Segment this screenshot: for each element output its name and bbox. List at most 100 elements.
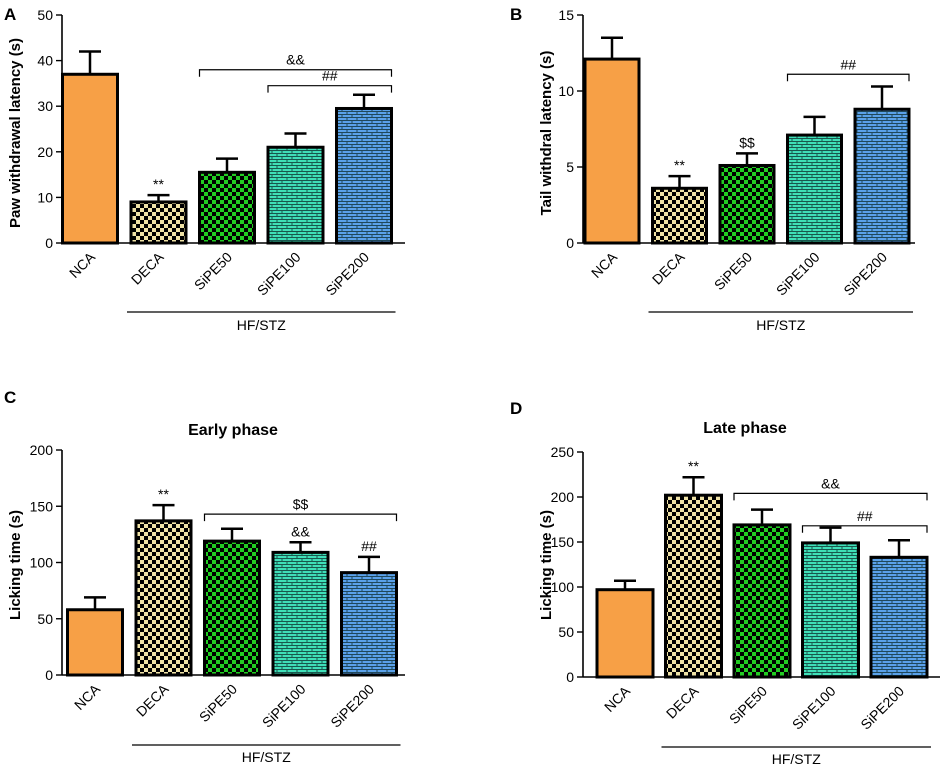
chart-b-y-tick-label: 10 [558, 83, 574, 99]
panel-d-letter: D [510, 399, 522, 418]
chart-b-y-tick-label: 5 [566, 159, 574, 175]
panel-b: B Tail withdral latency (s) 0 5 10 15 NCA ** D… [510, 5, 915, 333]
chart-c-bar-significance: ** [158, 486, 169, 502]
panel-a: A Paw withdrawal latency (s) 0 10 20 30 40 50… [4, 5, 405, 333]
panel-d: D Late phase Licking time (s) 0 50 100 150 2… [510, 399, 940, 767]
chart-d-bar-outline [801, 541, 860, 679]
chart-c-category-label: SiPE50 [196, 681, 240, 725]
chart-d-category-label: SiPE50 [726, 683, 770, 727]
chart-a-bar [62, 74, 118, 243]
chart-d-bracket [733, 492, 928, 501]
chart-c-bar-outline [66, 608, 124, 677]
panel-b-letter: B [510, 5, 522, 24]
panel-c: C Early phase Licking time (s) 0 50 100 150… [4, 388, 405, 765]
chart-c-bar-outline [134, 519, 193, 677]
chart-d-bracket-label: && [821, 475, 840, 491]
chart-c-category-label: DECA [133, 680, 172, 719]
chart-c-category-label: SiPE100 [259, 681, 309, 731]
chart-c-bar-significance: && [291, 523, 310, 539]
chart-b-group-label: HF/STZ [756, 317, 805, 333]
chart-d-bracket-label: ## [857, 508, 873, 524]
chart-d-bar [597, 589, 653, 677]
chart-b-bar-outline [651, 186, 708, 245]
chart-b-bar-outline [786, 133, 843, 245]
chart-d-bar-significance: ** [688, 458, 699, 474]
chart-d-category-label: SiPE200 [857, 683, 907, 733]
chart-a-bracket [198, 69, 393, 77]
chart-b-category-label: SiPE100 [773, 249, 823, 299]
chart-c-bar-pattern [341, 572, 397, 675]
chart-d-category-label: DECA [663, 682, 702, 721]
chart-a-category-label: SiPE200 [322, 249, 372, 299]
chart-c-bracket-label: $$ [293, 496, 309, 512]
chart-c-y-tick-label: 200 [30, 442, 54, 458]
chart-b-y-tick-label: 15 [558, 7, 574, 23]
chart-b-category-label: SiPE50 [711, 249, 755, 293]
chart-a-category-label: DECA [128, 248, 167, 287]
chart-c-bar-pattern [273, 552, 328, 675]
chart-b-bracket [786, 73, 910, 82]
chart-a-bar-significance: ** [153, 176, 164, 192]
chart-b-bar-pattern [720, 165, 774, 243]
panel-c-y-axis-title: Licking time (s) [7, 510, 24, 620]
chart-a-bar-pattern [336, 108, 392, 243]
chart-a-y-tick-label: 0 [45, 235, 53, 251]
chart-d-bar-outline [595, 588, 655, 679]
chart-a-bar-pattern [268, 147, 323, 243]
chart-b-bar-outline [583, 57, 641, 245]
panel-a-plot: 0 10 20 30 40 50 NCA ** DECA SiPE50 SiPE100 SiPE200… [37, 7, 405, 333]
chart-a-y-tick-label: 10 [37, 189, 53, 205]
chart-a-bar-pattern [199, 172, 255, 243]
chart-a-bar-outline [61, 72, 119, 245]
chart-b-category-label: SiPE200 [840, 249, 890, 299]
panel-a-y-axis-title: Paw withdrawal latency (s) [7, 38, 24, 228]
chart-b-category-label: DECA [649, 248, 688, 287]
chart-c-bar-significance: ## [361, 538, 377, 554]
chart-a-y-tick-label: 50 [37, 7, 53, 23]
chart-d-group-label: HF/STZ [772, 751, 821, 767]
chart-d-y-tick-label: 150 [551, 534, 575, 550]
chart-a-group-label: HF/STZ [237, 317, 286, 333]
chart-a-bar-pattern [131, 201, 186, 243]
chart-b-bar [585, 59, 639, 243]
chart-a-category-label: SiPE50 [191, 249, 235, 293]
chart-c-bar-outline [340, 571, 398, 677]
chart-d-bar-outline [732, 523, 792, 679]
chart-a-bracket-label: ## [322, 68, 338, 84]
panel-d-plot: 0 50 100 150 200 250 NCA ** DECA SiPE50 SiPE100 SiP… [551, 444, 940, 767]
chart-d-y-tick-label: 250 [551, 444, 575, 460]
chart-a-bracket [267, 85, 393, 93]
chart-a-bar-outline [129, 200, 188, 245]
chart-c-category-label: SiPE200 [327, 681, 377, 731]
chart-d-bar-pattern [665, 495, 722, 677]
chart-d-bar-pattern [802, 542, 859, 677]
chart-c-bar [67, 609, 123, 675]
chart-d-y-tick-label: 100 [551, 579, 575, 595]
chart-b-bar-significance: ** [674, 157, 685, 173]
chart-d-bracket [801, 525, 928, 533]
chart-c-category-label: NCA [71, 680, 104, 713]
chart-d-y-tick-label: 0 [566, 669, 574, 685]
chart-b-bar-pattern [855, 109, 909, 244]
panel-c-letter: C [4, 388, 16, 407]
chart-d-bar-pattern [871, 557, 927, 677]
chart-a-y-tick-label: 20 [37, 144, 53, 160]
chart-a-category-label: NCA [66, 248, 99, 281]
panel-b-plot: 0 5 10 15 NCA ** DECA $$ SiPE50 SiPE100 SiPE200 ## H… [558, 7, 915, 333]
chart-b-bar-outline [853, 107, 911, 245]
chart-a-bracket-label: && [286, 52, 305, 68]
chart-c-bar-pattern [204, 541, 260, 675]
chart-b-bar-pattern [652, 188, 707, 243]
chart-a-bar-outline [198, 170, 256, 245]
chart-c-bar-outline [271, 550, 330, 677]
chart-a-bar-outline [335, 106, 393, 245]
chart-b-y-tick-label: 0 [566, 235, 574, 251]
panel-b-y-axis-title: Tail withdral latency (s) [538, 51, 555, 216]
chart-d-bar-outline [869, 555, 929, 679]
chart-c-bar-pattern [136, 520, 191, 675]
chart-b-bracket-label: ## [840, 56, 856, 72]
chart-c-bar-outline [203, 539, 261, 677]
chart-d-category-label: NCA [601, 682, 634, 715]
chart-d-category-label: SiPE100 [789, 683, 839, 733]
chart-c-y-tick-label: 100 [30, 555, 54, 571]
